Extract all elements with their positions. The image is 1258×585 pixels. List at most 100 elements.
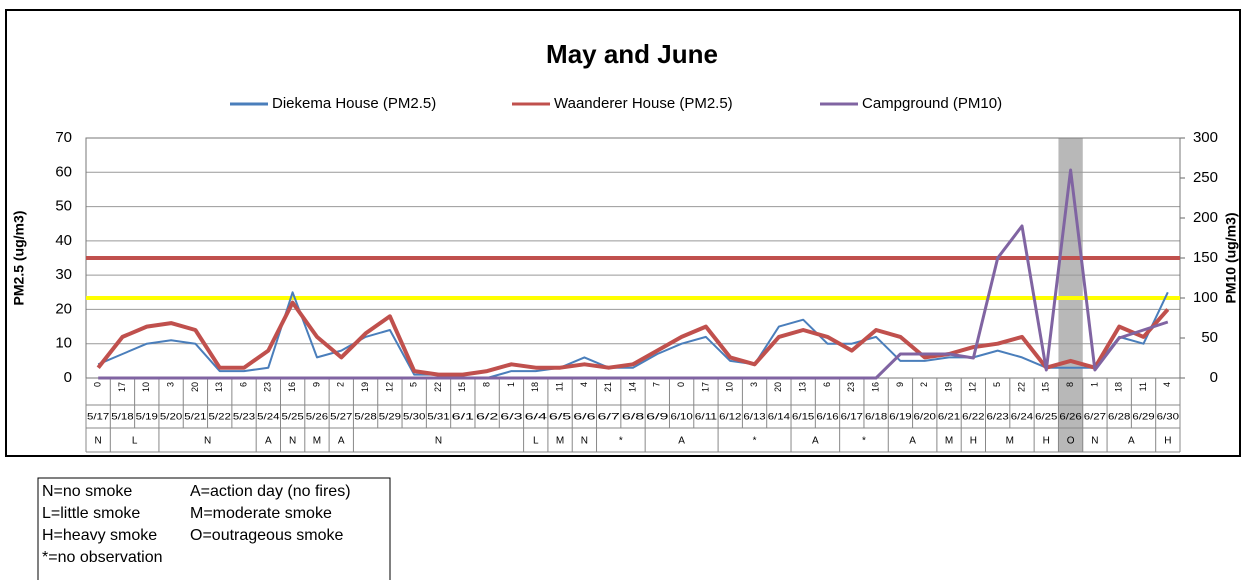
- smoke-code: N: [1091, 436, 1098, 447]
- smoke-code: N: [289, 436, 296, 447]
- smoke-code: A: [678, 436, 685, 447]
- x-tick-label: 5/30: [403, 411, 425, 421]
- hour-label: 10: [141, 382, 151, 392]
- hour-label: 4: [1162, 382, 1172, 387]
- x-tick-label: 5/31: [427, 411, 449, 421]
- x-tick-label: 5/19: [136, 411, 158, 421]
- x-tick-label: 5/28: [354, 411, 376, 421]
- hour-label: 2: [919, 382, 929, 387]
- x-tick-label: 5/26: [306, 411, 328, 421]
- hour-label: 19: [360, 382, 370, 392]
- y-tick-label: 70: [55, 129, 72, 146]
- smoke-code: L: [533, 436, 539, 447]
- x-tick-label: 6/12: [719, 411, 741, 421]
- hour-label: 5: [409, 382, 419, 387]
- hour-label: 18: [530, 382, 540, 392]
- x-tick-label: 6/19: [889, 411, 911, 421]
- smoke-code: N: [435, 436, 442, 447]
- smoke-code: A: [265, 436, 272, 447]
- hour-label: 5: [992, 382, 1002, 387]
- key-item: *=no observation: [42, 549, 163, 566]
- hour-label: 15: [1041, 382, 1051, 392]
- smoke-code: M: [1006, 436, 1014, 447]
- smoke-code: *: [862, 436, 866, 447]
- smoke-code: A: [338, 436, 345, 447]
- x-tick-label: 6/1: [452, 411, 474, 421]
- hour-label: 20: [190, 382, 200, 392]
- hour-label: 19: [943, 382, 953, 392]
- x-tick-label: 6/20: [914, 411, 936, 421]
- x-tick-label: 6/10: [670, 411, 692, 421]
- hour-label: 9: [895, 382, 905, 387]
- y2-tick-label: 100: [1193, 289, 1218, 306]
- y-axis-title: PM2.5 (ug/m3): [11, 211, 27, 306]
- y2-tick-label: 50: [1201, 329, 1218, 346]
- hour-label: 0: [93, 382, 103, 387]
- hour-label: 16: [287, 382, 297, 392]
- hour-label: 3: [165, 382, 175, 387]
- x-tick-label: 6/26: [1059, 411, 1081, 421]
- y-tick-label: 50: [55, 198, 72, 215]
- hour-label: 6: [822, 382, 832, 387]
- x-tick-label: 6/14: [768, 411, 790, 421]
- smoke-code: H: [1164, 436, 1171, 447]
- hour-label: 7: [652, 382, 662, 387]
- legend-label: Waanderer House (PM2.5): [554, 95, 733, 112]
- key-item: N=no smoke: [42, 483, 132, 500]
- y-tick-label: 0: [64, 369, 72, 386]
- hour-label: 8: [482, 382, 492, 387]
- hour-label: 1: [506, 382, 516, 387]
- series-line: [97, 291, 1169, 379]
- hour-label: 11: [554, 382, 564, 391]
- smoke-code: A: [812, 436, 819, 447]
- x-tick-label: 6/8: [622, 411, 644, 421]
- x-tick-label: 6/3: [500, 411, 522, 421]
- hour-label: 17: [700, 382, 710, 392]
- hour-label: 13: [798, 382, 808, 392]
- hour-label: 10: [725, 382, 735, 392]
- smoke-code: N: [581, 436, 588, 447]
- hour-label: 12: [384, 382, 394, 392]
- y2-tick-label: 150: [1193, 249, 1218, 266]
- x-tick-label: 6/21: [938, 411, 960, 421]
- hour-label: 3: [749, 382, 759, 387]
- hour-label: 14: [627, 382, 637, 392]
- hour-label: 12: [968, 382, 978, 392]
- key-item: H=heavy smoke: [42, 527, 157, 544]
- smoke-code: L: [132, 436, 138, 447]
- hour-label: 11: [1138, 382, 1148, 391]
- y2-tick-label: 200: [1193, 209, 1218, 226]
- key-item: O=outrageous smoke: [190, 527, 344, 544]
- hour-label: 0: [676, 382, 686, 387]
- series-line: [98, 168, 1169, 380]
- hour-label: 20: [773, 382, 783, 392]
- smoke-code: M: [556, 436, 564, 447]
- x-tick-label: 5/23: [233, 411, 255, 421]
- smoke-code: A: [909, 436, 916, 447]
- smoke-code: M: [945, 436, 953, 447]
- y-tick-label: 60: [55, 163, 72, 180]
- x-tick-label: 6/22: [962, 411, 984, 421]
- smoke-code: O: [1067, 436, 1075, 447]
- hour-label: 4: [579, 382, 589, 387]
- x-tick-label: 6/9: [646, 411, 668, 421]
- y-tick-label: 30: [55, 266, 72, 283]
- y-tick-label: 40: [55, 232, 72, 249]
- smoke-code: *: [753, 436, 757, 447]
- hour-label: 9: [311, 382, 321, 387]
- x-tick-label: 6/15: [792, 411, 814, 421]
- shaded-column: [1058, 138, 1083, 452]
- x-tick-label: 6/16: [816, 411, 838, 421]
- hour-label: 22: [433, 382, 443, 392]
- key-item: A=action day (no fires): [190, 483, 351, 500]
- x-tick-label: 6/23: [987, 411, 1009, 421]
- y2-tick-label: 0: [1210, 369, 1218, 386]
- hour-label: 1: [1089, 382, 1099, 387]
- hour-label: 23: [846, 382, 856, 392]
- key-item: M=moderate smoke: [190, 505, 332, 522]
- smoke-code: H: [1043, 436, 1050, 447]
- x-tick-label: 6/24: [1011, 411, 1033, 421]
- key-item: L=little smoke: [42, 505, 140, 522]
- x-tick-label: 6/13: [743, 411, 765, 421]
